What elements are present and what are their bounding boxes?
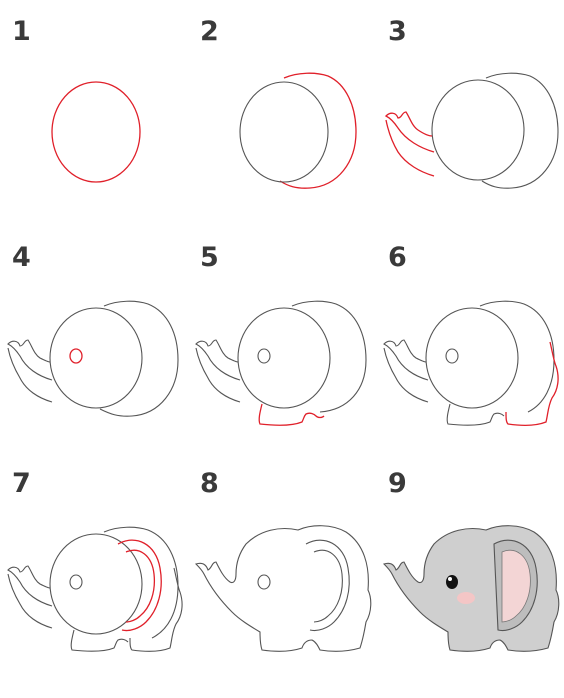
body-circle	[103, 526, 179, 639]
step-8-drawing	[194, 525, 372, 652]
head-circle	[425, 307, 519, 409]
ear-outer	[117, 539, 162, 632]
elephant-outline	[194, 525, 372, 652]
head-circle	[431, 79, 525, 181]
trunk-line	[383, 339, 429, 381]
step-6: 6	[376, 226, 564, 452]
front-legs	[446, 403, 505, 426]
front-legs	[258, 403, 325, 426]
head-circle	[51, 81, 141, 183]
ear-outer	[305, 539, 350, 632]
step-number: 6	[388, 242, 407, 273]
eye	[257, 348, 271, 364]
step-7: 7	[0, 452, 188, 678]
step-7-drawing	[7, 526, 183, 652]
head-circle	[239, 81, 329, 183]
trunk-line	[7, 573, 53, 629]
eye	[69, 348, 83, 364]
step-2: 2	[188, 0, 376, 226]
head-circle	[49, 307, 143, 409]
back-leg	[505, 341, 559, 426]
body-circle	[291, 300, 367, 413]
ear-inner	[501, 549, 531, 623]
step-5-drawing	[195, 300, 367, 426]
step-4-drawing	[7, 300, 179, 417]
step-3: 3	[376, 0, 564, 226]
eye	[69, 574, 83, 590]
head-circle	[237, 307, 331, 409]
step-1-drawing	[51, 81, 141, 183]
eye	[446, 575, 458, 589]
step-number: 7	[12, 468, 31, 499]
eye	[257, 574, 271, 590]
step-number: 1	[12, 16, 31, 47]
step-number: 2	[200, 16, 219, 47]
trunk-line	[383, 347, 429, 403]
step-2-drawing	[239, 72, 357, 189]
step-number: 9	[388, 468, 407, 499]
cheek	[457, 592, 475, 604]
eye-highlight	[448, 577, 452, 581]
step-9: 9	[376, 452, 564, 678]
step-3-drawing	[384, 72, 559, 189]
eye	[445, 348, 459, 364]
back-leg	[129, 567, 183, 652]
ear-inner	[313, 549, 343, 623]
trunk-line	[195, 347, 241, 403]
step-9-drawing	[382, 525, 560, 652]
trunk-line	[7, 347, 53, 403]
head-circle	[49, 533, 143, 635]
step-number: 8	[200, 468, 219, 499]
step-number: 5	[200, 242, 219, 273]
step-5: 5	[188, 226, 376, 452]
step-number: 4	[12, 242, 31, 273]
step-1: 1	[0, 0, 188, 226]
step-4: 4	[0, 226, 188, 452]
trunk-line	[385, 119, 435, 177]
body-circle	[279, 72, 357, 189]
body-circle	[479, 300, 555, 413]
step-8: 8	[188, 452, 376, 678]
trunk-line	[7, 339, 53, 381]
step-number: 3	[388, 16, 407, 47]
trunk-line	[7, 565, 53, 607]
ear-inner	[125, 549, 156, 623]
trunk-line	[195, 339, 241, 381]
body-circle	[99, 300, 179, 417]
front-legs	[70, 629, 129, 652]
trunk-line	[384, 111, 435, 153]
step-6-drawing	[383, 300, 559, 426]
body-circle	[481, 72, 559, 189]
